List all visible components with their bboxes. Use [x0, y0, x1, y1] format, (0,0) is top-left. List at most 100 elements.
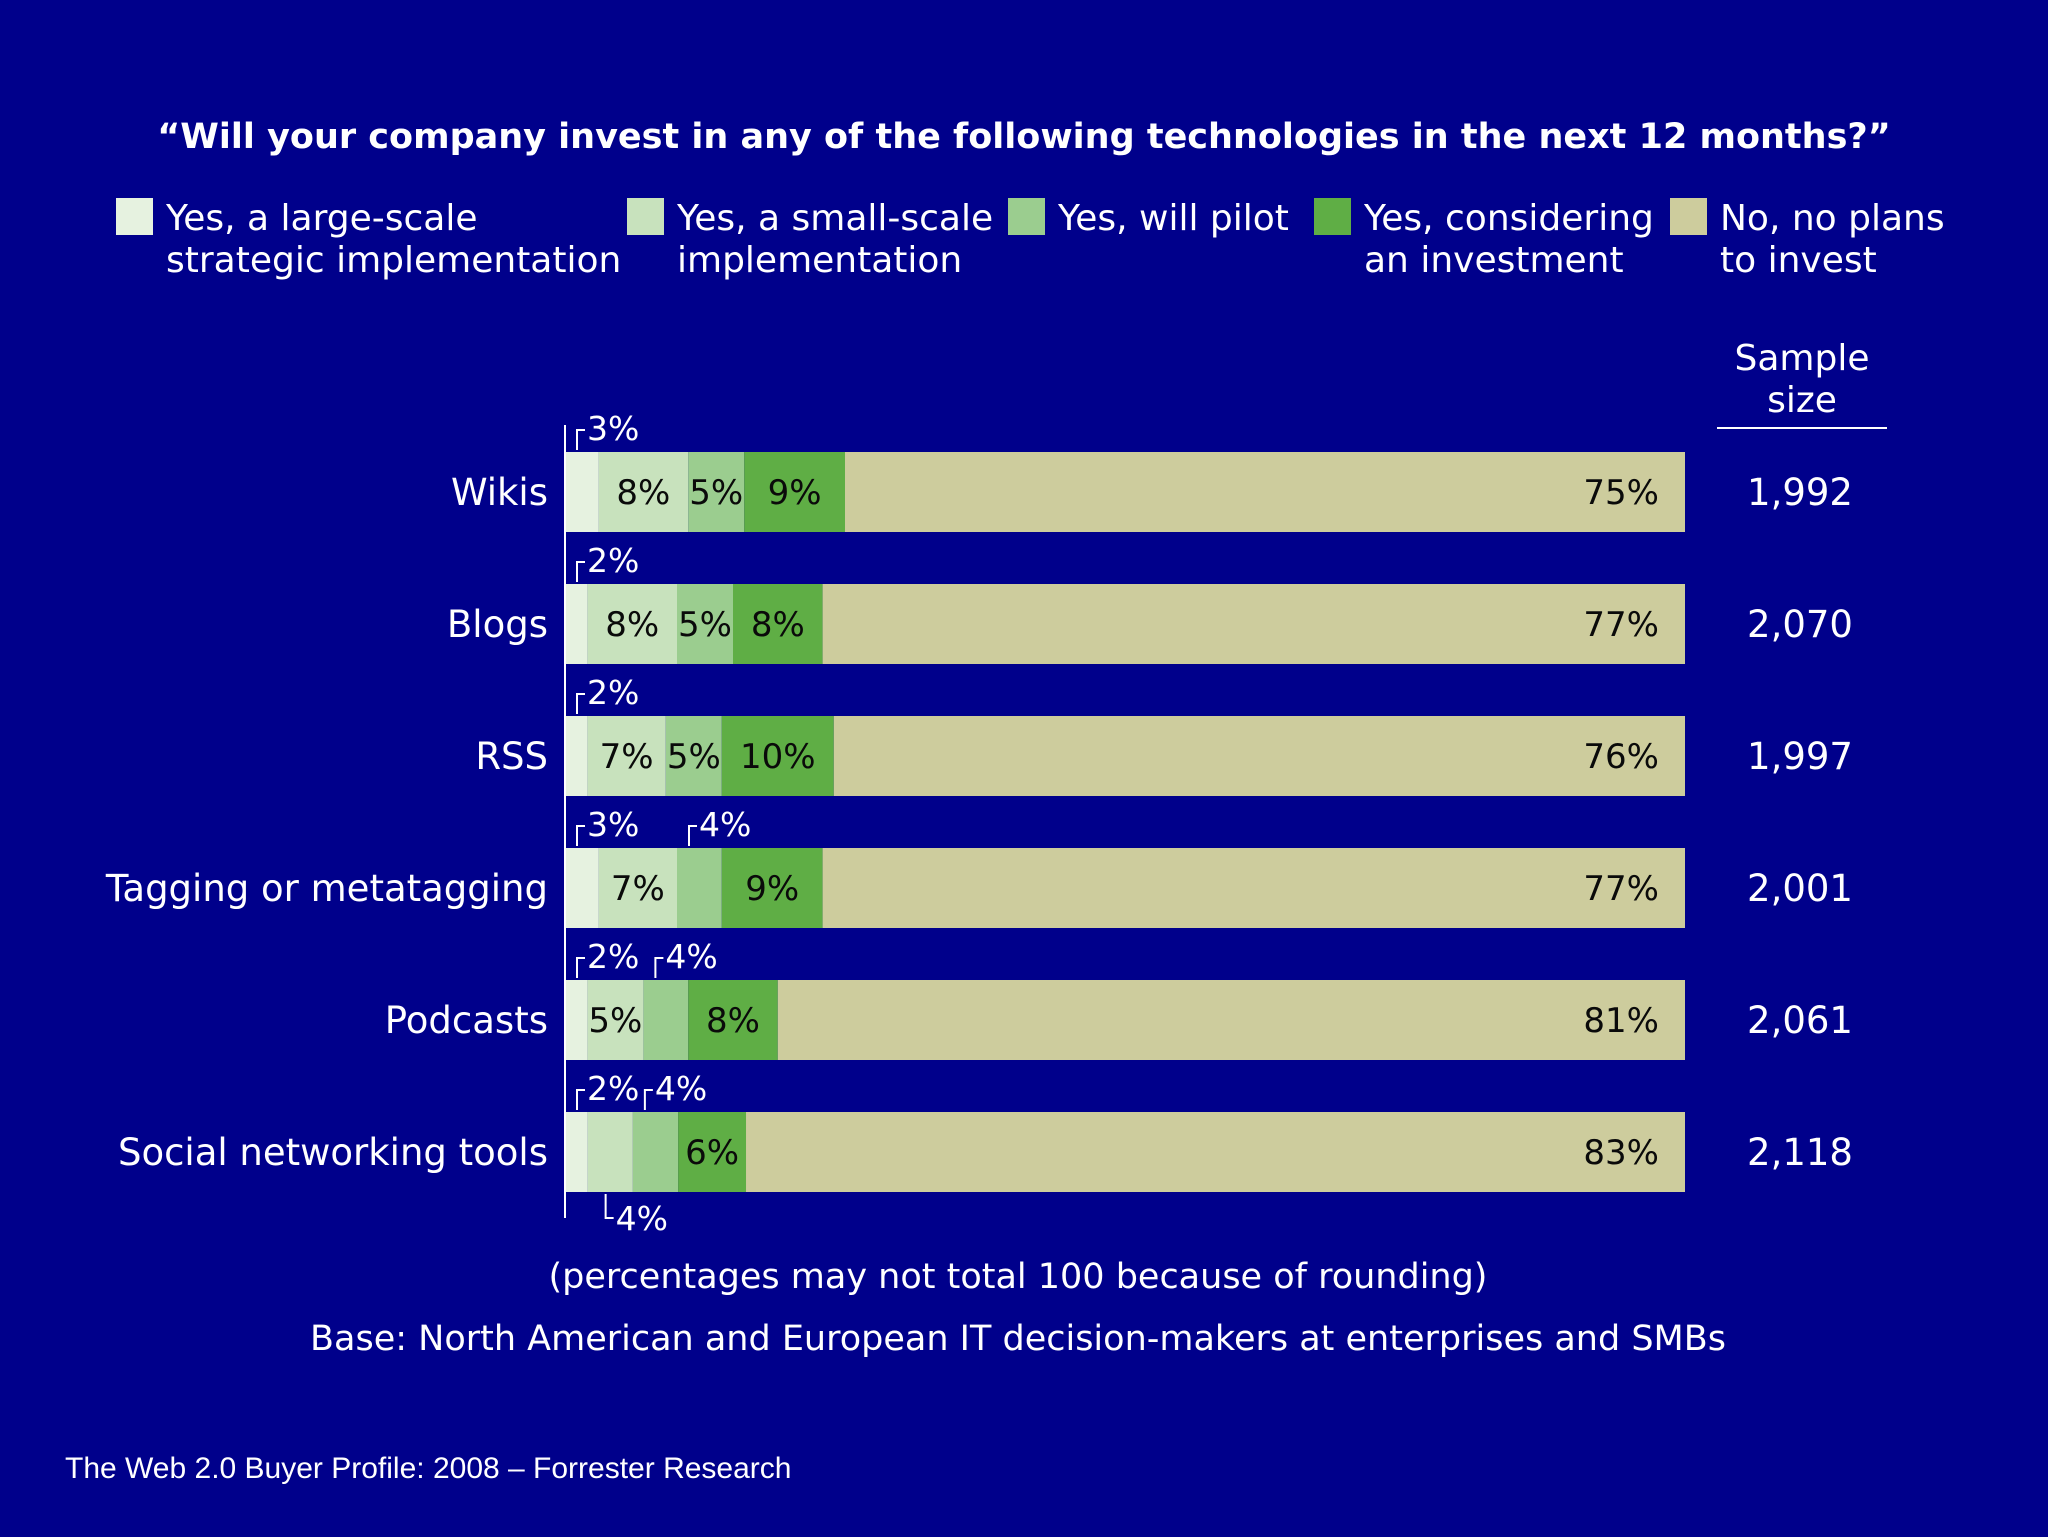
- bar-segment-2-2: [665, 716, 722, 796]
- segment-label-0-4: 75%: [1583, 473, 1659, 513]
- bar-segment-5-3: [678, 1112, 747, 1192]
- legend-swatch-2: [1008, 198, 1045, 235]
- category-label-5: Social networking tools: [118, 1131, 548, 1174]
- note-rounding: (percentages may not total 100 because o…: [549, 1257, 1488, 1297]
- callout-bracket-5-1: [604, 1194, 614, 1219]
- bar-segment-4-4: [777, 980, 1685, 1060]
- category-label-0: Wikis: [451, 471, 548, 514]
- segment-label-2-2: 5%: [667, 737, 721, 777]
- sample-size-5: 2,118: [1747, 1131, 1853, 1174]
- category-label-2: RSS: [475, 735, 548, 778]
- bar-segment-0-4: [845, 452, 1685, 532]
- segment-label-1-2: 5%: [678, 605, 732, 645]
- bar-segment-5-1: [587, 1112, 633, 1192]
- segment-label-4-3: 8%: [706, 1001, 760, 1041]
- legend-label-0-1: strategic implementation: [166, 240, 621, 281]
- legend-label-4-1: to invest: [1720, 240, 1877, 281]
- callout-bracket-5-0: [576, 1089, 585, 1110]
- segment-label-4-4: 81%: [1583, 1001, 1659, 1041]
- legend-label-3-1: an investment: [1364, 240, 1624, 281]
- legend-swatch-0: [116, 198, 153, 235]
- callout-bracket-0-0: [576, 429, 585, 450]
- bar-segment-3-2: [677, 848, 722, 928]
- bar-segment-0-3: [744, 452, 845, 532]
- bar-segment-3-0: [565, 848, 599, 928]
- callout-label-1-0: 2%: [587, 541, 639, 580]
- category-label-3: Tagging or metatagging: [105, 867, 548, 910]
- bar-row-4: Podcasts 2% 5% 4% 8% 81% 2,061: [385, 937, 1853, 1060]
- sample-size-header-line-1: size: [1767, 380, 1837, 421]
- bar-segment-1-4: [822, 584, 1685, 664]
- bar-segment-3-1: [598, 848, 677, 928]
- bar-segment-0-2: [688, 452, 745, 532]
- sample-size-4: 2,061: [1747, 999, 1853, 1042]
- segment-label-3-1: 7%: [611, 869, 665, 909]
- segment-label-3-3: 9%: [745, 869, 799, 909]
- callout-bracket-3-2: [688, 825, 697, 846]
- category-label-4: Podcasts: [385, 999, 548, 1042]
- segment-label-1-1: 8%: [605, 605, 659, 645]
- callout-bracket-4-2: [654, 957, 664, 978]
- note-base: Base: North American and European IT dec…: [310, 1319, 1726, 1359]
- segment-label-3-4: 77%: [1583, 869, 1659, 909]
- legend-label-0-0: Yes, a large-scale: [165, 198, 477, 239]
- bar-row-5: Social networking tools 2% 4% 4% 6% 83% 2,118: [118, 1069, 1853, 1238]
- segment-label-5-3: 6%: [685, 1133, 739, 1173]
- callout-label-2-0: 2%: [587, 673, 639, 712]
- bar-segment-1-0: [565, 584, 588, 664]
- legend-label-1-1: implementation: [677, 240, 962, 281]
- segment-label-5-4: 83%: [1583, 1133, 1659, 1173]
- legend-swatch-4: [1670, 198, 1707, 235]
- legend-swatch-1: [627, 198, 664, 235]
- sample-size-header-line-0: Sample: [1735, 338, 1870, 379]
- bar-segment-5-4: [746, 1112, 1685, 1192]
- segment-label-1-4: 77%: [1583, 605, 1659, 645]
- callout-label-5-1: 4%: [616, 1199, 668, 1238]
- bar-segment-2-0: [565, 716, 588, 796]
- callout-bracket-2-0: [576, 693, 585, 714]
- callout-label-0-0: 3%: [587, 409, 639, 448]
- bars: Wikis 3% 8% 5% 9% 75% 1,992 Blogs 2% 8% 5% 8% 77% 2,0…: [105, 409, 1853, 1238]
- bar-segment-1-1: [587, 584, 677, 664]
- bar-segment-3-3: [721, 848, 823, 928]
- legend-label-2-0: Yes, will pilot: [1057, 198, 1289, 239]
- legend-label-3-0: Yes, considering: [1363, 198, 1654, 239]
- legend-label-1-0: Yes, a small-scale: [676, 198, 993, 239]
- callout-label-5-2: 4%: [655, 1069, 707, 1108]
- category-label-1: Blogs: [447, 603, 548, 646]
- callout-bracket-3-0: [576, 825, 585, 846]
- bar-segment-0-1: [598, 452, 689, 532]
- segment-label-0-2: 5%: [689, 473, 743, 513]
- bar-segment-5-2: [632, 1112, 679, 1192]
- segment-label-0-3: 9%: [768, 473, 822, 513]
- bar-segment-0-0: [565, 452, 599, 532]
- callout-bracket-1-0: [576, 561, 585, 582]
- bar-segment-4-3: [688, 980, 778, 1060]
- bar-segment-5-0: [565, 1112, 588, 1192]
- callout-label-5-0: 2%: [587, 1069, 639, 1108]
- callout-label-3-0: 3%: [587, 805, 639, 844]
- bar-row-0: Wikis 3% 8% 5% 9% 75% 1,992: [451, 409, 1853, 532]
- bar-row-2: RSS 2% 7% 5% 10% 76% 1,997: [475, 673, 1853, 796]
- callout-bracket-4-0: [576, 957, 585, 978]
- segment-label-1-3: 8%: [751, 605, 805, 645]
- bar-segment-2-1: [587, 716, 666, 796]
- sample-size-1: 2,070: [1747, 603, 1853, 646]
- callout-label-3-2: 4%: [699, 805, 751, 844]
- sample-size-2: 1,997: [1747, 735, 1853, 778]
- segment-label-2-1: 7%: [600, 737, 654, 777]
- bar-segment-4-0: [565, 980, 588, 1060]
- chart-title: “Will your company invest in any of the …: [157, 117, 1890, 157]
- bar-segment-4-2: [643, 980, 689, 1060]
- sample-size-3: 2,001: [1747, 867, 1853, 910]
- segment-label-2-3: 10%: [740, 737, 816, 777]
- segment-label-0-1: 8%: [616, 473, 670, 513]
- segment-label-4-1: 5%: [588, 1001, 642, 1041]
- bar-segment-1-3: [733, 584, 823, 664]
- segment-label-2-4: 76%: [1583, 737, 1659, 777]
- bar-segment-3-4: [822, 848, 1685, 928]
- bar-segment-2-3: [721, 716, 834, 796]
